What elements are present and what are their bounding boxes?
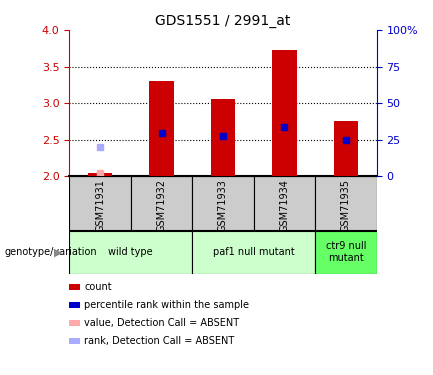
Bar xyxy=(211,99,235,176)
Text: ▶: ▶ xyxy=(54,247,63,257)
Bar xyxy=(192,231,315,274)
Text: value, Detection Call = ABSENT: value, Detection Call = ABSENT xyxy=(84,318,239,328)
Text: GSM71933: GSM71933 xyxy=(218,179,228,232)
Text: paf1 null mutant: paf1 null mutant xyxy=(213,247,294,257)
Text: wild type: wild type xyxy=(108,247,153,257)
Bar xyxy=(192,176,254,231)
Text: count: count xyxy=(84,282,112,292)
Bar xyxy=(131,176,192,231)
Text: GSM71935: GSM71935 xyxy=(341,179,351,232)
Text: GSM71932: GSM71932 xyxy=(156,179,167,232)
Bar xyxy=(69,176,131,231)
Text: genotype/variation: genotype/variation xyxy=(4,247,97,257)
Text: ctr9 null
mutant: ctr9 null mutant xyxy=(326,242,366,263)
Title: GDS1551 / 2991_at: GDS1551 / 2991_at xyxy=(155,13,291,28)
Text: percentile rank within the sample: percentile rank within the sample xyxy=(84,300,249,310)
Bar xyxy=(315,176,377,231)
Bar xyxy=(88,172,112,176)
Text: rank, Detection Call = ABSENT: rank, Detection Call = ABSENT xyxy=(84,336,235,346)
Bar xyxy=(272,51,297,176)
Bar xyxy=(254,176,315,231)
Bar xyxy=(315,231,377,274)
Bar xyxy=(149,81,174,176)
Bar xyxy=(334,121,358,176)
Text: GSM71934: GSM71934 xyxy=(279,179,290,232)
Bar xyxy=(69,231,192,274)
Text: GSM71931: GSM71931 xyxy=(95,179,105,232)
